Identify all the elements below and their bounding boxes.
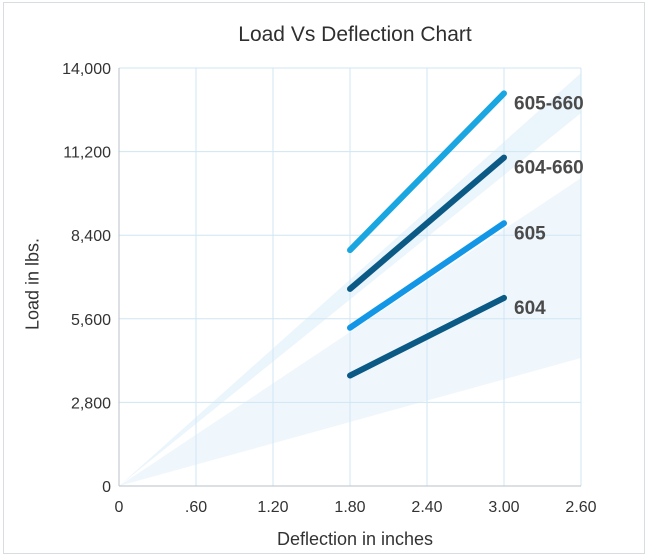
y-tick-label: 14,000 — [62, 61, 111, 78]
y-tick-label: 2,800 — [71, 395, 111, 412]
x-tick-label: 3.00 — [488, 499, 519, 516]
series-line — [347, 90, 507, 254]
x-tick-label: 2.60 — [565, 499, 596, 516]
y-tick-label: 0 — [102, 479, 111, 496]
series-line — [347, 220, 507, 331]
y-tick-label: 5,600 — [71, 312, 111, 329]
y-tick-label: 11,200 — [63, 145, 111, 162]
series-line — [347, 154, 507, 292]
x-axis-label: Deflection in inches — [276, 529, 434, 549]
x-tick-label: 1.80 — [334, 499, 365, 516]
x-tick-label: .60 — [185, 499, 207, 516]
series-label: 604 — [514, 298, 546, 319]
series-label: 605 — [514, 223, 546, 244]
chart-title: Load Vs Deflection Chart — [238, 23, 472, 46]
chart-frame — [3, 2, 645, 554]
x-tick-label: 1.20 — [257, 499, 288, 516]
y-tick-label: 8,400 — [71, 228, 111, 245]
x-tick-label: 0 — [115, 499, 124, 516]
series-label: 604-660 — [514, 158, 584, 179]
series-label: 605-660 — [514, 93, 584, 114]
x-tick-label: 2.40 — [411, 499, 442, 516]
series-line — [347, 294, 507, 379]
